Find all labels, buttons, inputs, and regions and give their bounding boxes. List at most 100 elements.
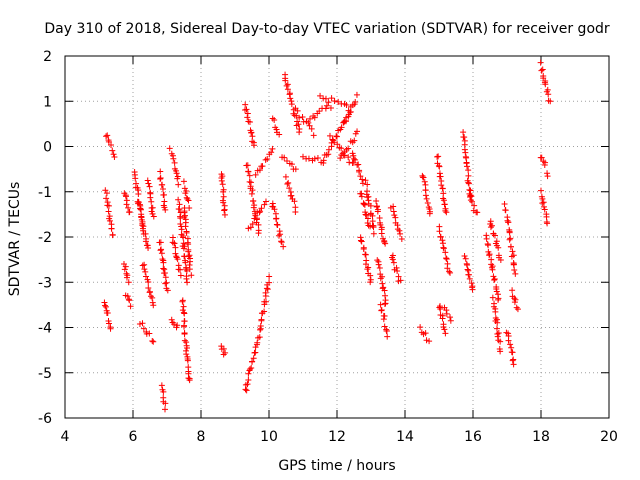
- data-point: [501, 200, 508, 207]
- data-point: [541, 206, 548, 213]
- data-point: [280, 243, 287, 250]
- data-point: [170, 321, 177, 328]
- data-point: [142, 238, 149, 245]
- data-point: [367, 279, 374, 286]
- data-point: [172, 250, 179, 257]
- data-point: [266, 273, 273, 280]
- data-point: [258, 205, 265, 212]
- data-point: [539, 66, 546, 73]
- data-point: [423, 337, 430, 344]
- data-point: [105, 202, 112, 209]
- data-point: [397, 277, 404, 284]
- data-point: [250, 204, 257, 211]
- data-point: [507, 341, 514, 348]
- data-point: [542, 81, 549, 88]
- data-point: [306, 122, 313, 129]
- data-point: [350, 152, 357, 159]
- data-point: [509, 349, 516, 356]
- data-point: [287, 95, 294, 102]
- data-point: [462, 255, 469, 262]
- data-point: [544, 220, 551, 227]
- data-point: [248, 364, 255, 371]
- data-point: [145, 180, 152, 187]
- data-point: [220, 186, 227, 193]
- data-point: [544, 170, 551, 177]
- data-point: [441, 201, 448, 208]
- data-point: [506, 236, 513, 243]
- data-point: [255, 221, 262, 228]
- data-point: [278, 239, 285, 246]
- data-point: [103, 190, 110, 197]
- data-point: [426, 210, 433, 217]
- data-point: [254, 339, 261, 346]
- data-point: [146, 330, 153, 337]
- data-point: [362, 261, 369, 268]
- data-point: [377, 275, 384, 282]
- data-point: [183, 264, 190, 271]
- data-point: [139, 320, 146, 327]
- data-point: [125, 204, 132, 211]
- data-point: [286, 91, 293, 98]
- data-point: [466, 193, 473, 200]
- data-point: [444, 265, 451, 272]
- data-point: [464, 163, 471, 170]
- data-point: [186, 252, 193, 259]
- data-point: [295, 121, 302, 128]
- data-point: [357, 173, 364, 180]
- data-point: [335, 98, 342, 105]
- data-point: [398, 235, 405, 242]
- data-point: [435, 162, 442, 169]
- data-point: [464, 266, 471, 273]
- data-point: [397, 230, 404, 237]
- data-point: [146, 183, 153, 190]
- data-point: [370, 230, 377, 237]
- data-point: [105, 320, 112, 327]
- data-point: [437, 233, 444, 240]
- data-point: [282, 173, 289, 180]
- data-point: [547, 98, 554, 105]
- data-point: [257, 322, 264, 329]
- data-point: [243, 387, 250, 394]
- data-point: [161, 191, 168, 198]
- data-point: [264, 286, 271, 293]
- data-point: [381, 323, 388, 330]
- data-point: [491, 232, 498, 239]
- data-point: [160, 388, 167, 395]
- data-point: [142, 273, 149, 280]
- y-tick-label: -1: [38, 185, 52, 201]
- data-point: [180, 245, 187, 252]
- data-point: [288, 192, 295, 199]
- data-point: [314, 155, 321, 162]
- data-point: [417, 324, 424, 331]
- data-point: [438, 182, 445, 189]
- data-point: [288, 161, 295, 168]
- data-point: [506, 229, 513, 236]
- data-point: [343, 114, 350, 121]
- data-point: [125, 279, 132, 286]
- data-point: [392, 214, 399, 221]
- data-point: [160, 265, 167, 272]
- data-point: [181, 310, 188, 317]
- y-tick-label: -5: [38, 366, 52, 382]
- data-point: [162, 406, 169, 413]
- data-point: [465, 271, 472, 278]
- data-point: [311, 155, 318, 162]
- data-point: [465, 179, 472, 186]
- data-point: [145, 244, 152, 251]
- data-point: [294, 107, 301, 114]
- data-point: [247, 224, 254, 231]
- data-point: [176, 206, 183, 213]
- data-point: [184, 279, 191, 286]
- data-point: [103, 133, 110, 140]
- data-point: [461, 134, 468, 141]
- data-point: [390, 259, 397, 266]
- data-point: [381, 287, 388, 294]
- data-point: [373, 203, 380, 210]
- data-point: [375, 261, 382, 268]
- data-point: [465, 167, 472, 174]
- data-points: [101, 59, 554, 413]
- data-point: [508, 344, 515, 351]
- data-point: [537, 59, 544, 66]
- data-point: [126, 297, 133, 304]
- data-point: [437, 305, 444, 312]
